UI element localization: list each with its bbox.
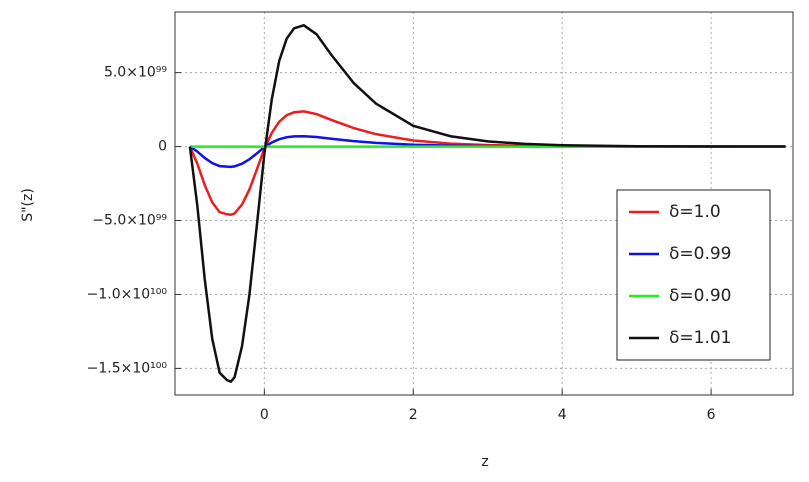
- legend-box: [616, 189, 771, 361]
- legend-label: δ=1.01: [669, 328, 732, 348]
- y-tick-label: −1.0×10¹⁰⁰: [87, 286, 168, 302]
- legend-label: δ=0.99: [669, 244, 732, 264]
- y-tick-label: 5.0×10⁹⁹: [104, 65, 167, 81]
- x-tick-label: 4: [558, 407, 567, 423]
- series-line: [188, 23, 786, 384]
- x-tick-label: 6: [707, 407, 716, 423]
- plot-frame: [174, 11, 794, 396]
- legend-label: δ=0.90: [669, 286, 732, 306]
- legend-label: δ=1.0: [669, 202, 721, 222]
- y-axis-label: S"(z): [20, 188, 36, 222]
- x-axis-label: z: [481, 454, 488, 470]
- x-tick-label: 2: [409, 407, 418, 423]
- x-tick-label: 0: [260, 407, 269, 423]
- y-tick-label: −5.0×10⁹⁹: [92, 213, 167, 229]
- y-tick-label: −1.5×10¹⁰⁰: [87, 360, 168, 376]
- y-tick-label: 0: [158, 139, 167, 155]
